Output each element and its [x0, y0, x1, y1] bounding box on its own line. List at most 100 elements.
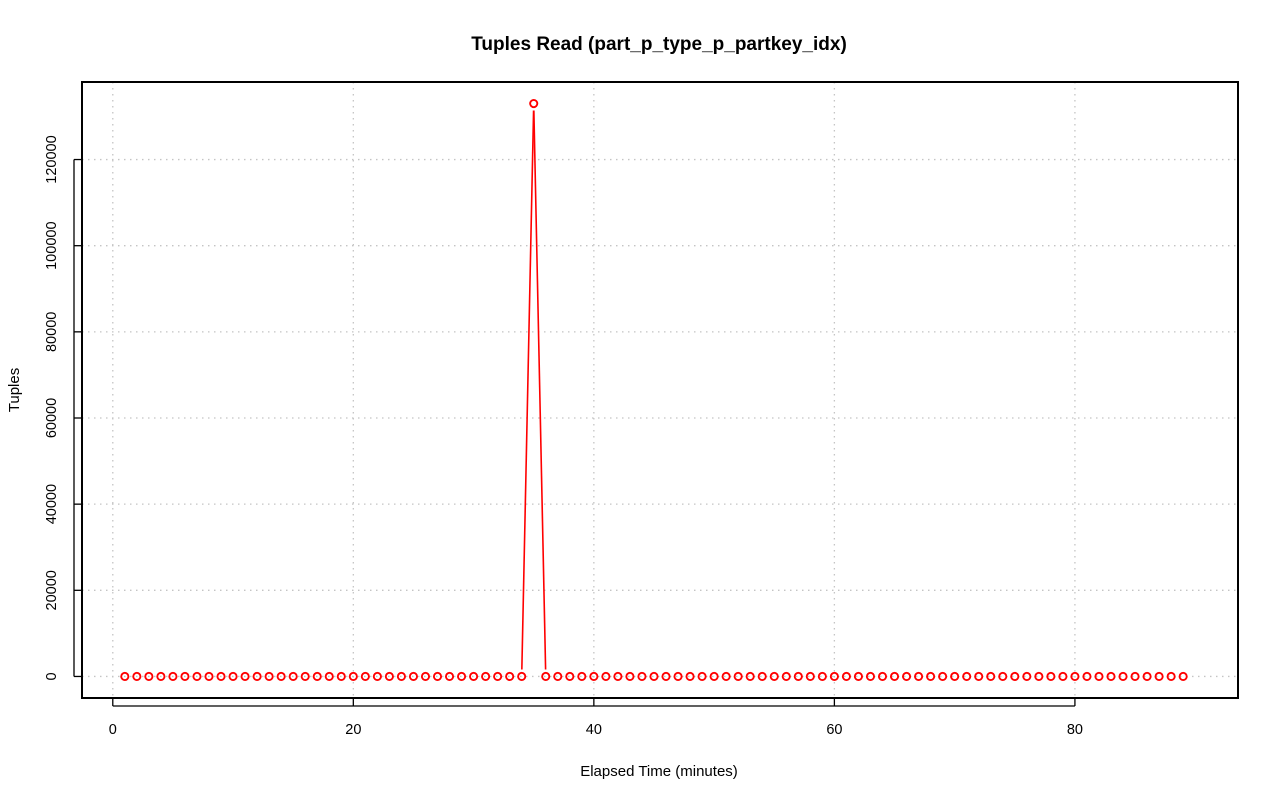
data-point-30 — [481, 671, 491, 682]
data-point-54 — [769, 671, 779, 682]
y-tick-label-5: 100000 — [44, 221, 60, 269]
data-point-51 — [733, 671, 743, 682]
data-point-47 — [685, 671, 695, 682]
data-point-73 — [998, 671, 1008, 682]
series-segment-33 — [521, 110, 535, 670]
data-point-24 — [408, 671, 419, 682]
data-point-5 — [180, 671, 190, 682]
data-point-29 — [469, 671, 479, 682]
data-point-58 — [817, 671, 827, 682]
plot-frame — [81, 81, 1239, 699]
y-tick-label-6: 120000 — [44, 135, 60, 183]
chart-title: Tuples Read (part_p_type_p_partkey_idx) — [471, 34, 847, 55]
data-point-70 — [962, 671, 972, 682]
data-point-32 — [505, 671, 515, 682]
data-point-75 — [1022, 671, 1032, 682]
y-tick-label-0: 0 — [44, 672, 60, 680]
data-point-34 — [529, 98, 539, 109]
y-tick-label-2: 40000 — [44, 484, 60, 524]
data-point-71 — [974, 671, 984, 682]
data-point-39 — [589, 671, 599, 682]
x-axis-label: Elapsed Time (minutes) — [580, 763, 738, 780]
data-point-17 — [324, 671, 334, 682]
data-point-88 — [1178, 671, 1188, 682]
data-point-43 — [637, 671, 647, 682]
data-point-74 — [1010, 671, 1020, 682]
data-point-16 — [312, 671, 322, 682]
data-point-0 — [120, 671, 130, 682]
data-point-18 — [336, 671, 346, 682]
series-points — [120, 98, 1188, 682]
y-tick-label-4: 80000 — [44, 312, 60, 352]
data-point-44 — [649, 671, 659, 682]
data-point-41 — [613, 671, 623, 682]
data-point-64 — [889, 671, 900, 682]
data-point-78 — [1058, 671, 1068, 682]
data-point-15 — [300, 671, 310, 682]
data-point-87 — [1166, 671, 1176, 682]
series-segment-34 — [533, 110, 547, 670]
data-point-33 — [517, 671, 527, 682]
series-lines — [521, 110, 547, 670]
x-tick-label-4: 80 — [1067, 722, 1083, 738]
data-point-86 — [1154, 671, 1164, 682]
data-point-82 — [1106, 671, 1116, 682]
data-point-53 — [757, 671, 767, 682]
data-point-8 — [216, 671, 226, 682]
data-point-52 — [745, 671, 755, 682]
data-point-19 — [348, 671, 358, 682]
data-point-40 — [601, 671, 611, 682]
y-axis-label: Tuples — [6, 368, 23, 412]
data-point-76 — [1034, 671, 1044, 682]
y-tick-label-1: 20000 — [44, 570, 60, 610]
data-point-38 — [577, 671, 587, 682]
data-point-79 — [1070, 671, 1080, 682]
data-point-46 — [673, 671, 683, 682]
data-point-35 — [541, 671, 551, 682]
data-point-45 — [661, 671, 671, 682]
data-point-63 — [877, 671, 888, 682]
data-point-77 — [1046, 671, 1056, 682]
data-point-6 — [192, 671, 202, 682]
x-tick-label-2: 40 — [586, 722, 602, 738]
x-tick-label-1: 20 — [345, 722, 361, 738]
data-point-50 — [721, 671, 731, 682]
data-point-62 — [865, 671, 876, 682]
data-point-81 — [1094, 671, 1104, 682]
data-point-85 — [1142, 671, 1152, 682]
data-point-55 — [781, 671, 791, 682]
grid-lines — [82, 82, 1238, 698]
data-point-13 — [276, 671, 286, 682]
data-point-14 — [288, 671, 298, 682]
data-point-66 — [914, 671, 924, 682]
data-point-22 — [384, 671, 394, 682]
data-point-84 — [1130, 671, 1140, 682]
data-point-25 — [420, 671, 431, 682]
data-point-72 — [986, 671, 996, 682]
data-point-26 — [432, 671, 443, 682]
data-point-1 — [132, 671, 142, 682]
data-point-80 — [1082, 671, 1092, 682]
data-point-2 — [144, 671, 154, 682]
data-point-21 — [372, 671, 382, 682]
x-tick-label-3: 60 — [826, 722, 842, 738]
data-point-37 — [565, 671, 575, 682]
data-point-7 — [204, 671, 214, 682]
data-point-42 — [625, 671, 635, 682]
data-point-27 — [444, 671, 455, 682]
data-point-3 — [156, 671, 166, 682]
data-point-20 — [360, 671, 370, 682]
data-point-69 — [950, 671, 960, 682]
data-point-10 — [240, 671, 250, 682]
data-point-31 — [493, 671, 503, 682]
data-point-61 — [853, 671, 863, 682]
data-point-83 — [1118, 671, 1128, 682]
data-point-60 — [841, 671, 851, 682]
data-point-59 — [829, 671, 839, 682]
data-point-67 — [926, 671, 936, 682]
data-point-48 — [697, 671, 707, 682]
data-point-9 — [228, 671, 238, 682]
x-axis: 0 20 40 60 80 — [109, 698, 1083, 738]
data-point-28 — [457, 671, 467, 682]
